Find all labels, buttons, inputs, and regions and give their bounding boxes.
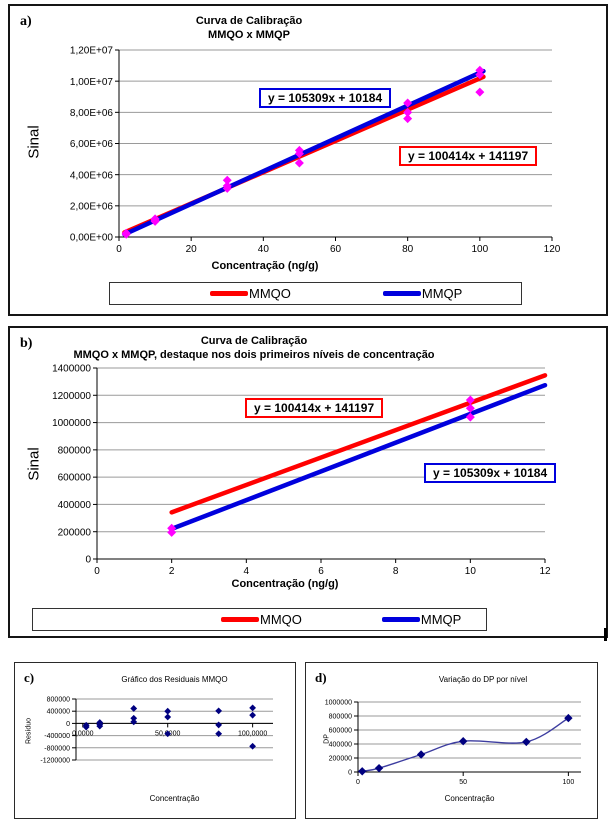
- mmqp-line-swatch: [381, 617, 420, 622]
- svg-text:4,00E+06: 4,00E+06: [70, 170, 114, 181]
- svg-text:0: 0: [66, 721, 70, 728]
- svg-text:0: 0: [356, 779, 360, 786]
- chart-b-legend-item-mmqp: MMQP: [381, 612, 462, 627]
- chart-d-plot: 0 200000 400000 600000 800000 1000000 0 50 100: [325, 700, 581, 786]
- svg-text:8: 8: [393, 566, 399, 577]
- chart-a-legend-item-mmqo: MMQO: [210, 286, 291, 301]
- svg-text:4: 4: [244, 566, 250, 577]
- svg-text:2,00E+06: 2,00E+06: [70, 201, 114, 212]
- svg-text:80: 80: [402, 244, 414, 255]
- svg-text:600000: 600000: [58, 473, 92, 484]
- chart-b-equation-mmqp: y = 105309x + 10184: [424, 463, 557, 483]
- svg-text:1200000: 1200000: [52, 391, 91, 402]
- svg-text:6: 6: [318, 566, 324, 577]
- chart-a-title-line1: Curva de Calibração: [195, 15, 303, 27]
- svg-text:200000: 200000: [58, 527, 92, 538]
- svg-text:6,00E+06: 6,00E+06: [70, 139, 114, 150]
- chart-d-x-axis-title: Concentração: [444, 794, 495, 803]
- svg-text:1000000: 1000000: [52, 418, 91, 429]
- svg-text:10: 10: [465, 566, 477, 577]
- chart-a-title-line2: MMQO x MMQP: [208, 29, 290, 42]
- chart-a-legend-label-mmqo: MMQO: [249, 286, 291, 301]
- svg-text:1000000: 1000000: [325, 700, 352, 707]
- svg-text:8,00E+06: 8,00E+06: [70, 108, 114, 119]
- svg-text:-1200000: -1200000: [40, 758, 70, 765]
- svg-text:400000: 400000: [58, 500, 92, 511]
- chart-b-x-axis-title: Concentração (ng/g): [231, 578, 339, 590]
- chart-c-x-axis-title: Concentração: [149, 794, 200, 803]
- svg-text:100: 100: [563, 779, 575, 786]
- svg-text:800000: 800000: [58, 445, 92, 456]
- svg-text:-400000: -400000: [44, 733, 70, 740]
- chart-c-title: Gráfico dos Residuais MMQO: [76, 675, 273, 685]
- svg-text:800000: 800000: [329, 714, 352, 721]
- svg-text:50: 50: [459, 779, 467, 786]
- chart-b-title: Curva de Calibração MMQO x MMQP, destaqu…: [34, 334, 474, 363]
- svg-text:0,00E+00: 0,00E+00: [70, 233, 114, 244]
- svg-text:200000: 200000: [329, 756, 352, 763]
- chart-a-legend: MMQO MMQP: [109, 282, 522, 305]
- svg-text:1,20E+07: 1,20E+07: [70, 46, 114, 57]
- panel-c: c) Gráfico dos Residuais MMQO 800000 4000…: [14, 662, 296, 819]
- panel-d: d) Variação do DP por nível 0 200000 40000…: [305, 662, 598, 819]
- chart-b-plot: 0 200000 400000 600000 800000 1000000 1200000 1…: [52, 364, 551, 577]
- svg-text:400000: 400000: [47, 709, 70, 716]
- svg-text:20: 20: [186, 244, 198, 255]
- mmqp-line-swatch: [382, 291, 421, 296]
- svg-text:-800000: -800000: [44, 745, 70, 752]
- chart-a-equation-mmqp: y = 105309x + 10184: [259, 88, 392, 108]
- chart-d-title-line1: Variação do DP por nível: [438, 675, 528, 684]
- text-cursor-artifact: [604, 628, 607, 641]
- chart-b-legend-label-mmqp: MMQP: [420, 612, 462, 627]
- chart-a-plot: 0,00E+00 2,00E+06 4,00E+06 6,00E+06 8,00E+06…: [70, 46, 561, 255]
- chart-c-title-line1: Gráfico dos Residuais MMQO: [121, 675, 228, 684]
- chart-b-equation-mmqo: y = 100414x + 141197: [245, 398, 384, 418]
- chart-a-equation-mmqo: y = 100414x + 141197: [399, 146, 538, 166]
- svg-text:120: 120: [544, 244, 561, 255]
- panel-b: b) Curva de Calibração MMQO x MMQP, dest…: [8, 326, 608, 638]
- svg-text:600000: 600000: [329, 728, 352, 735]
- svg-text:1400000: 1400000: [52, 364, 91, 375]
- svg-text:0,0000: 0,0000: [72, 730, 94, 737]
- svg-text:0: 0: [116, 244, 122, 255]
- svg-text:100,0000: 100,0000: [238, 730, 267, 737]
- chart-d-title: Variação do DP por nível: [358, 675, 608, 685]
- mmqo-line-swatch: [210, 291, 248, 296]
- chart-a-x-axis-title: Concentração (ng/g): [211, 260, 319, 272]
- chart-a-legend-label-mmqp: MMQP: [421, 286, 463, 301]
- svg-text:1,00E+07: 1,00E+07: [70, 77, 114, 88]
- svg-text:0: 0: [94, 566, 100, 577]
- svg-text:0: 0: [85, 555, 91, 566]
- svg-text:400000: 400000: [329, 742, 352, 749]
- mmqo-line-swatch: [221, 617, 259, 622]
- svg-text:800000: 800000: [47, 697, 70, 704]
- chart-b-legend-item-mmqo: MMQO: [221, 612, 302, 627]
- panel-d-label: d): [315, 670, 327, 685]
- svg-text:12: 12: [539, 566, 551, 577]
- panel-c-label: c): [24, 670, 35, 685]
- chart-b-legend: MMQO MMQP: [32, 608, 487, 631]
- svg-text:0: 0: [348, 770, 352, 777]
- panel-a-label: a): [20, 14, 32, 29]
- panel-a: a) Curva de Calibração MMQO x MMQP 0,00E…: [8, 4, 608, 316]
- svg-text:2: 2: [169, 566, 175, 577]
- svg-text:100: 100: [471, 244, 488, 255]
- svg-text:60: 60: [330, 244, 342, 255]
- panel-b-label: b): [20, 336, 33, 351]
- chart-b-legend-label-mmqo: MMQO: [260, 612, 302, 627]
- svg-text:40: 40: [258, 244, 270, 255]
- chart-a-legend-item-mmqp: MMQP: [382, 286, 463, 301]
- chart-a-title: Curva de Calibração MMQO x MMQP: [49, 14, 449, 43]
- chart-b-title-line2: MMQO x MMQP, destaque nos dois primeiros…: [73, 349, 435, 362]
- chart-c-plot: 800000 400000 0 -400000 -800000 -1200000 0,000…: [40, 697, 273, 765]
- chart-b-title-line1: Curva de Calibração: [200, 335, 308, 347]
